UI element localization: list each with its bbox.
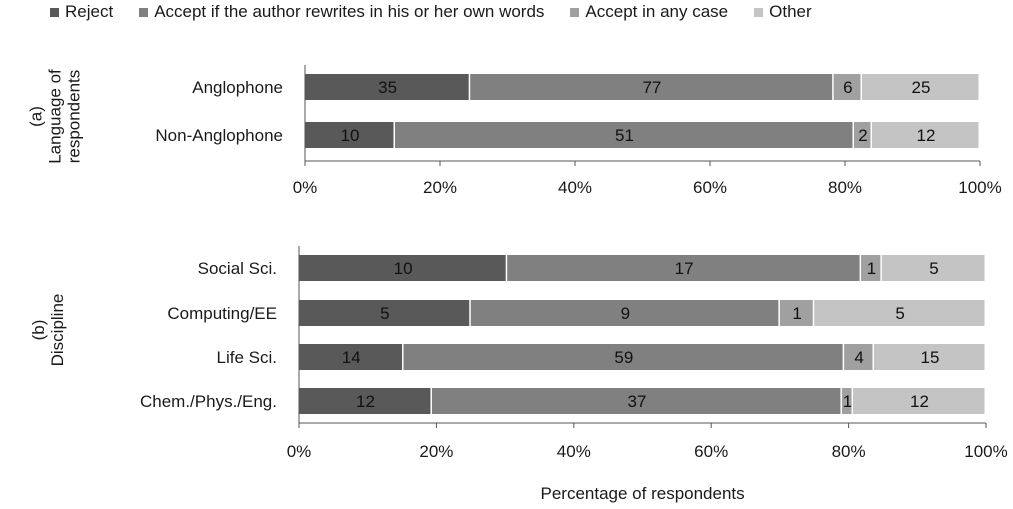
panel-b-data-label: 15 xyxy=(921,348,940,367)
panel-b-data-label: 14 xyxy=(342,348,361,367)
panel-a-x-tick-label: 80% xyxy=(828,178,862,197)
panel-a-data-label: 25 xyxy=(912,78,931,97)
panel-a-category-label: Anglophone xyxy=(192,78,283,97)
panel-b-data-label: 12 xyxy=(356,392,375,411)
panel-a-x-tick-label: 20% xyxy=(423,178,457,197)
panel-a-bar-segment xyxy=(872,122,979,148)
legend-label-accept-rewrite: Accept if the author rewrites in his or … xyxy=(154,2,545,21)
panel-a-data-label: 51 xyxy=(615,126,634,145)
panel-b-x-tick-label: 100% xyxy=(964,442,1007,461)
panel-a-bar-segment xyxy=(305,74,469,100)
legend-swatch-reject xyxy=(50,7,59,17)
panel-b-category-label: Computing/EE xyxy=(167,304,277,323)
legend-item-other: Other xyxy=(754,2,812,22)
panel-b-bar-segment xyxy=(814,300,985,326)
panel-a-data-label: 10 xyxy=(341,126,360,145)
legend-swatch-accept-any xyxy=(570,7,580,17)
panel-a-x-tick-label: 100% xyxy=(958,178,1001,197)
panel-b-data-label: 1 xyxy=(867,259,876,278)
panel-b-data-label: 37 xyxy=(627,392,646,411)
legend-item-accept-any: Accept in any case xyxy=(570,2,728,22)
legend-item-reject: Reject xyxy=(50,2,113,22)
panel-b-category-label: Chem./Phys./Eng. xyxy=(140,392,277,411)
panel-a-bar-segment xyxy=(833,74,861,100)
panel-b-bar-segment xyxy=(844,344,873,370)
panel-b-bar-segment xyxy=(431,388,841,414)
panel-b-bar-segment xyxy=(861,255,881,281)
panel-b-data-label: 17 xyxy=(675,259,694,278)
panel-a-bar-segment xyxy=(861,74,979,100)
legend: Reject Accept if the author rewrites in … xyxy=(50,2,838,22)
panel-b-bar-segment xyxy=(853,388,985,414)
panel-b-bar-segment xyxy=(841,388,852,414)
panel-a-data-label: 12 xyxy=(917,126,936,145)
panel-b-data-label: 4 xyxy=(854,348,863,367)
legend-label-reject: Reject xyxy=(65,2,114,21)
panel-a-bar-segment xyxy=(395,122,853,148)
panel-b-x-tick-label: 60% xyxy=(694,442,728,461)
panel-b-x-tick-label: 20% xyxy=(419,442,453,461)
panel-a-data-label: 77 xyxy=(642,78,661,97)
panel-b-data-label: 59 xyxy=(614,348,633,367)
panel-a-bar-segment xyxy=(305,122,394,148)
panel-a-bar-segment xyxy=(470,74,833,100)
panel-b-bar-segment xyxy=(299,344,403,370)
legend-swatch-accept-rewrite xyxy=(139,7,149,17)
panel-b-data-label: 9 xyxy=(621,304,630,323)
panel-b-bar-segment xyxy=(881,255,985,281)
panel-b-bar-segment xyxy=(779,300,813,326)
panel-b-bar-segment xyxy=(470,300,779,326)
x-axis-title-text: Percentage of respondents xyxy=(540,484,745,503)
panel-a-bar-segment xyxy=(854,122,871,148)
legend-swatch-other xyxy=(754,7,764,17)
panel-a-category-label: Non-Anglophone xyxy=(155,126,283,145)
panel-b-data-label: 1 xyxy=(843,392,852,411)
legend-item-accept-rewrite: Accept if the author rewrites in his or … xyxy=(139,2,544,22)
panel-b-data-label: 12 xyxy=(910,392,929,411)
panel-b-bar-segment xyxy=(873,344,985,370)
panel-b-x-tick-label: 80% xyxy=(832,442,866,461)
panel-a-x-tick-label: 0% xyxy=(293,178,318,197)
panel-b-bar-segment xyxy=(299,300,470,326)
panel-a-data-label: 6 xyxy=(843,78,852,97)
panel-a-x-tick-label: 60% xyxy=(693,178,727,197)
panel-b-data-label: 5 xyxy=(380,304,389,323)
panel-b-category-label: Life Sci. xyxy=(217,348,277,367)
panel-b-x-tick-label: 0% xyxy=(287,442,312,461)
legend-label-accept-any: Accept in any case xyxy=(585,2,729,21)
panel-b-data-label: 1 xyxy=(792,304,801,323)
panel-b-bar-segment xyxy=(299,388,431,414)
panel-b-bar-segment xyxy=(507,255,860,281)
panel-a-data-label: 35 xyxy=(378,78,397,97)
panel-b-data-label: 10 xyxy=(394,259,413,278)
panel-b-category-label: Social Sci. xyxy=(198,259,277,278)
panel-b-bar-segment xyxy=(403,344,843,370)
panel-b-data-label: 5 xyxy=(895,304,904,323)
legend-label-other: Other xyxy=(769,2,812,21)
panel-a-data-label: 2 xyxy=(858,126,867,145)
panel-b-x-tick-label: 40% xyxy=(557,442,591,461)
panel-a-x-tick-label: 40% xyxy=(558,178,592,197)
panel-b-bar-segment xyxy=(299,255,506,281)
panel-b-data-label: 5 xyxy=(929,259,938,278)
